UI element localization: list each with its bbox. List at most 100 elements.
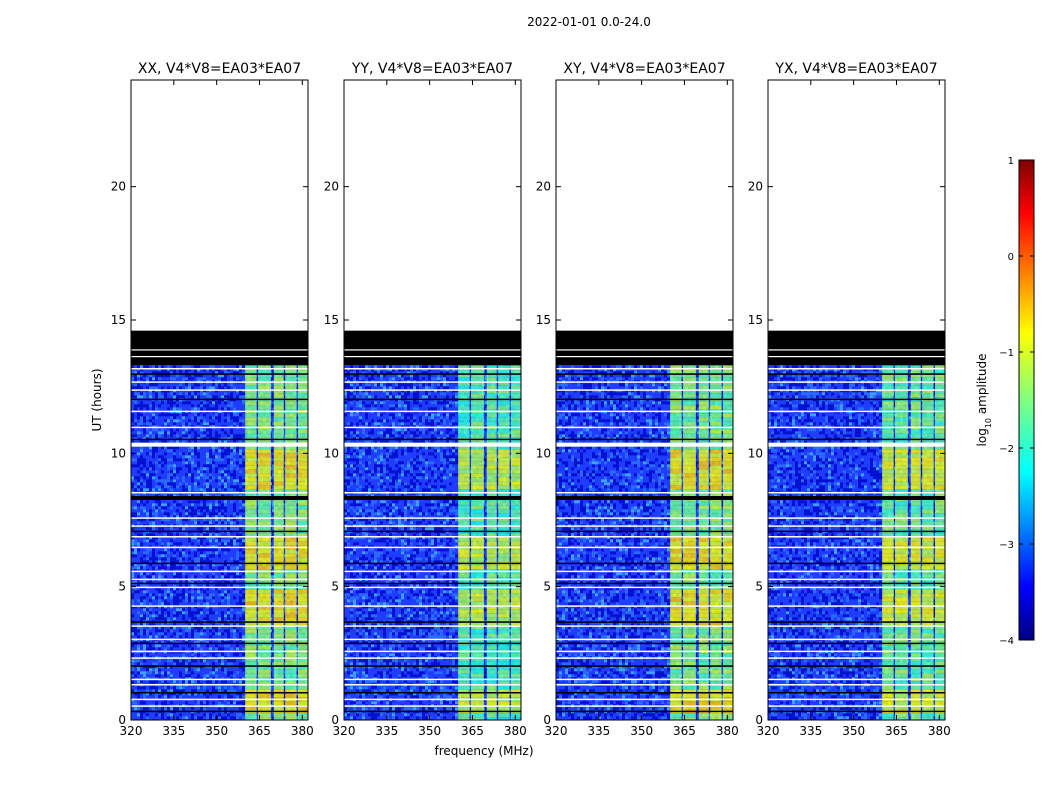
noise-pixel bbox=[296, 482, 299, 486]
noise-pixel bbox=[404, 407, 407, 411]
noise-pixel bbox=[164, 590, 167, 594]
noise-pixel bbox=[398, 368, 401, 372]
noise-pixel bbox=[209, 626, 212, 630]
signal-cell bbox=[298, 589, 308, 594]
noise-pixel bbox=[230, 455, 233, 459]
noise-pixel bbox=[203, 503, 206, 507]
signal-cell bbox=[298, 373, 308, 378]
noise-pixel bbox=[212, 509, 215, 513]
noise-pixel bbox=[167, 692, 170, 696]
x-tick-label: 350 bbox=[205, 724, 228, 738]
noise-pixel bbox=[143, 551, 146, 555]
noise-pixel bbox=[233, 506, 236, 510]
noise-pixel bbox=[185, 566, 188, 570]
noise-pixel bbox=[137, 365, 140, 369]
noise-pixel bbox=[212, 506, 215, 510]
noise-pixel bbox=[143, 596, 146, 600]
noise-pixel bbox=[416, 392, 419, 396]
noise-pixel bbox=[212, 449, 215, 453]
signal-cell bbox=[273, 573, 284, 578]
noise-pixel bbox=[233, 701, 236, 705]
noise-pixel bbox=[233, 659, 236, 663]
noise-pixel bbox=[401, 374, 404, 378]
signal-cell bbox=[285, 621, 297, 626]
noise-pixel bbox=[173, 554, 176, 558]
noise-pixel bbox=[230, 527, 233, 531]
signal-cell bbox=[273, 713, 284, 718]
signal-cell bbox=[258, 657, 271, 662]
noise-pixel bbox=[197, 527, 200, 531]
noise-pixel bbox=[272, 455, 275, 459]
noise-pixel bbox=[395, 404, 398, 408]
noise-pixel bbox=[164, 368, 167, 372]
noise-pixel bbox=[233, 623, 236, 627]
noise-pixel bbox=[440, 407, 443, 411]
noise-pixel bbox=[164, 446, 167, 450]
noise-pixel bbox=[428, 377, 431, 381]
signal-cell bbox=[245, 681, 257, 686]
noise-pixel bbox=[143, 584, 146, 588]
noise-pixel bbox=[149, 614, 152, 618]
noise-pixel bbox=[227, 644, 230, 648]
noise-pixel bbox=[404, 386, 407, 390]
noise-pixel bbox=[170, 635, 173, 639]
noise-pixel bbox=[143, 566, 146, 570]
noise-pixel bbox=[137, 386, 140, 390]
noise-pixel bbox=[167, 689, 170, 693]
signal-cell bbox=[258, 473, 271, 478]
noise-pixel bbox=[137, 503, 140, 507]
noise-pixel bbox=[350, 401, 353, 405]
noise-pixel bbox=[188, 629, 191, 633]
noise-pixel bbox=[242, 593, 245, 597]
signal-cell bbox=[245, 701, 257, 706]
signal-cell bbox=[298, 673, 308, 678]
noise-pixel bbox=[161, 518, 164, 522]
noise-pixel bbox=[227, 659, 230, 663]
noise-pixel bbox=[182, 563, 185, 567]
noise-pixel bbox=[146, 629, 149, 633]
signal-cell bbox=[273, 369, 284, 374]
noise-pixel bbox=[233, 632, 236, 636]
noise-pixel bbox=[173, 599, 176, 603]
noise-pixel bbox=[212, 365, 215, 369]
noise-pixel bbox=[170, 449, 173, 453]
noise-pixel bbox=[149, 419, 152, 423]
noise-pixel bbox=[230, 536, 233, 540]
noise-pixel bbox=[221, 458, 224, 462]
noise-pixel bbox=[194, 509, 197, 513]
noise-pixel bbox=[194, 485, 197, 489]
noise-pixel bbox=[143, 392, 146, 396]
noise-pixel bbox=[404, 392, 407, 396]
noise-pixel bbox=[137, 512, 140, 516]
noise-pixel bbox=[152, 386, 155, 390]
noise-pixel bbox=[197, 596, 200, 600]
noise-pixel bbox=[188, 488, 191, 492]
noise-pixel bbox=[137, 686, 140, 690]
noise-pixel bbox=[209, 503, 212, 507]
noise-pixel bbox=[149, 644, 152, 648]
noise-pixel bbox=[227, 629, 230, 633]
noise-pixel bbox=[173, 365, 176, 369]
noise-pixel bbox=[509, 401, 512, 405]
noise-pixel bbox=[152, 560, 155, 564]
noise-pixel bbox=[170, 626, 173, 630]
signal-cell bbox=[258, 689, 271, 694]
noise-pixel bbox=[224, 383, 227, 387]
noise-pixel bbox=[155, 446, 158, 450]
noise-pixel bbox=[389, 386, 392, 390]
noise-pixel bbox=[224, 689, 227, 693]
noise-pixel bbox=[344, 386, 347, 390]
noise-pixel bbox=[431, 422, 434, 426]
noise-pixel bbox=[227, 548, 230, 552]
signal-cell bbox=[298, 669, 308, 674]
noise-pixel bbox=[350, 365, 353, 369]
noise-pixel bbox=[203, 590, 206, 594]
noise-pixel bbox=[197, 611, 200, 615]
noise-pixel bbox=[182, 662, 185, 666]
signal-cell bbox=[273, 481, 284, 486]
noise-pixel bbox=[296, 551, 299, 555]
noise-pixel bbox=[236, 695, 239, 699]
noise-pixel bbox=[230, 542, 233, 546]
noise-pixel bbox=[182, 440, 185, 444]
noise-pixel bbox=[356, 371, 359, 375]
